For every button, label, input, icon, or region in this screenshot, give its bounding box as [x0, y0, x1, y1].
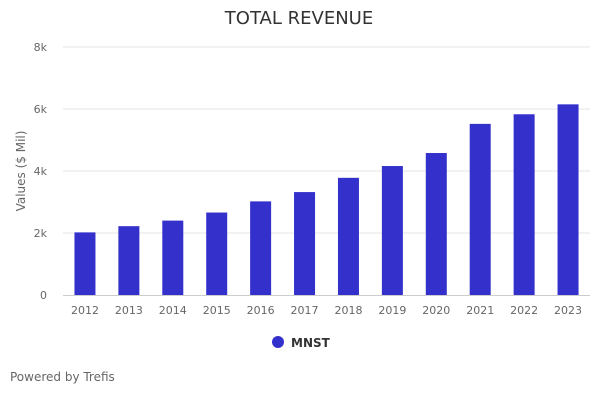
- x-tick-label: 2012: [71, 304, 99, 317]
- y-axis-ticks: 0 2k 4k 6k 8k: [34, 41, 48, 302]
- powered-by-footer[interactable]: Powered by Trefis: [10, 370, 115, 384]
- gridlines: [63, 46, 590, 234]
- x-tick-label: 2014: [159, 304, 187, 317]
- x-tick-label: 2018: [334, 304, 362, 317]
- x-tick-label: 2020: [422, 304, 450, 317]
- bar-2023[interactable]: [557, 104, 579, 295]
- bar-2021[interactable]: [469, 123, 491, 295]
- x-tick-label: 2022: [510, 304, 538, 317]
- x-tick-label: 2016: [247, 304, 275, 317]
- bar-2018[interactable]: [337, 177, 359, 295]
- legend-marker: [272, 336, 284, 348]
- x-tick-label: 2021: [466, 304, 494, 317]
- bar-2017[interactable]: [294, 192, 316, 295]
- bar-2019[interactable]: [381, 166, 403, 295]
- bar-2022[interactable]: [513, 114, 535, 296]
- y-tick-label: 6k: [34, 103, 48, 116]
- y-tick-label: 0: [40, 289, 47, 302]
- x-tick-label: 2019: [378, 304, 406, 317]
- bar-2020[interactable]: [425, 153, 447, 295]
- y-tick-label: 8k: [34, 41, 48, 54]
- y-tick-label: 2k: [34, 227, 48, 240]
- bars: [74, 104, 579, 296]
- legend[interactable]: MNST: [272, 336, 331, 350]
- legend-label: MNST: [291, 336, 331, 350]
- x-tick-label: 2023: [554, 304, 582, 317]
- y-tick-label: 4k: [34, 165, 48, 178]
- bar-2013[interactable]: [118, 226, 140, 295]
- y-axis-label: Values ($ Mil): [14, 131, 28, 212]
- x-tick-label: 2013: [115, 304, 143, 317]
- bar-2016[interactable]: [250, 201, 272, 295]
- bar-2015[interactable]: [206, 212, 228, 295]
- chart-title: TOTAL REVENUE: [224, 8, 373, 29]
- bar-2012[interactable]: [74, 232, 96, 295]
- x-tick-label: 2015: [203, 304, 231, 317]
- x-tick-label: 2017: [291, 304, 319, 317]
- bar-2014[interactable]: [162, 220, 184, 295]
- x-axis-ticks: 2012 2013 2014 2015 2016 2017 2018 2019 2020 2021…: [71, 304, 582, 317]
